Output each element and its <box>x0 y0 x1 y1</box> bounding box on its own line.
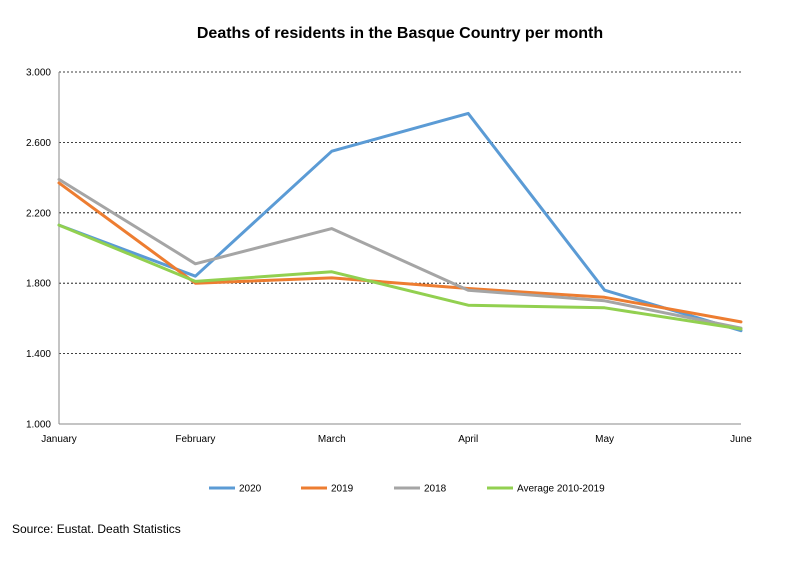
series-line-2018 <box>57 177 743 330</box>
legend-item: 2020 <box>209 484 262 495</box>
series-line-2020 <box>57 111 743 333</box>
y-tick-label: 2.600 <box>26 138 51 149</box>
legend-label: 2020 <box>239 484 262 495</box>
source-note: Source: Eustat. Death Statistics <box>12 522 181 536</box>
chart-title: Deaths of residents in the Basque Countr… <box>197 25 603 42</box>
y-tick-label: 1.800 <box>26 279 51 290</box>
series-line-2019 <box>57 181 743 324</box>
x-tick-label: June <box>730 434 752 445</box>
series-lines <box>57 111 743 333</box>
series-line-average-2010-2019 <box>57 223 743 331</box>
y-tick-label: 3.000 <box>26 68 51 79</box>
legend-item: 2019 <box>301 484 354 495</box>
legend-label: 2018 <box>424 484 447 495</box>
x-tick-label: February <box>175 434 215 445</box>
legend-label: 2019 <box>331 484 354 495</box>
legend-item: 2018 <box>394 484 447 495</box>
legend: 2020 2019 2018 Average 2010-2019 <box>209 484 605 495</box>
y-tick-label: 1.000 <box>26 420 51 431</box>
legend-label: Average 2010-2019 <box>517 484 605 495</box>
y-tick-label: 1.400 <box>26 349 51 360</box>
x-tick-label: May <box>595 434 614 445</box>
x-tick-label: January <box>41 434 77 445</box>
legend-item: Average 2010-2019 <box>487 484 605 495</box>
axes: 1.000 1.400 1.800 2.200 2.600 3.000 January Feb… <box>26 68 752 446</box>
y-tick-label: 2.200 <box>26 208 51 219</box>
gridlines <box>59 71 741 355</box>
x-tick-label: April <box>458 434 478 445</box>
x-tick-label: March <box>318 434 346 445</box>
